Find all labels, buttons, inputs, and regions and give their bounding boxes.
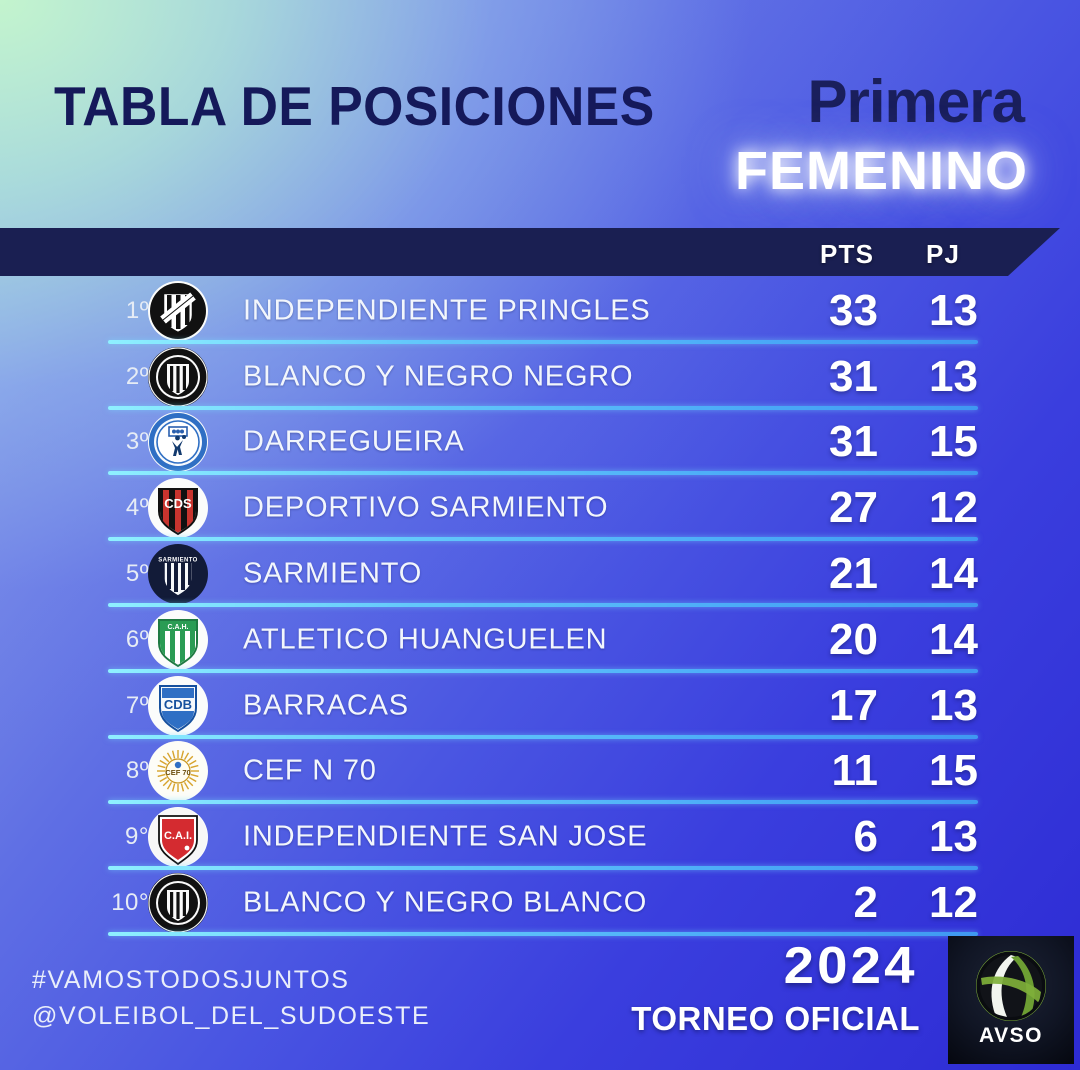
played-value: 13 <box>929 680 978 730</box>
column-header-pj: PJ <box>926 239 961 269</box>
cef-n-70-crest: CEF 70 <box>147 740 209 802</box>
avso-label: AVSO <box>979 1024 1043 1047</box>
team-name: BLANCO Y NEGRO BLANCO <box>243 886 648 919</box>
category-title: Primera <box>807 68 1025 135</box>
rank-label: 4º <box>125 494 149 522</box>
team-name: INDEPENDIENTE SAN JOSE <box>243 820 648 853</box>
year-label: 2024 <box>783 937 918 995</box>
page-title: TABLA DE POSICIONES <box>54 75 655 137</box>
rank-label: 8º <box>125 757 149 785</box>
row-separator <box>108 800 978 805</box>
column-header-bar: PTS PJ <box>0 228 1060 276</box>
played-value: 13 <box>929 285 978 335</box>
played-value: 12 <box>929 878 978 928</box>
team-name: CEF N 70 <box>243 754 377 787</box>
social-handles: #VAMOSTODOSJUNTOS @VOLEIBOL_DEL_SUDOESTE <box>32 962 430 1035</box>
points-value: 31 <box>829 417 878 467</box>
instagram-handle: @VOLEIBOL_DEL_SUDOESTE <box>32 1002 431 1031</box>
rank-label: 2º <box>125 362 149 390</box>
tournament-label: TORNEO OFICIAL <box>631 1000 920 1037</box>
points-value: 2 <box>853 878 878 928</box>
table-row[interactable]: 9° C.A.I. INDEPENDIENTE SAN JOSE 6 13 <box>0 804 1080 871</box>
deportivo-sarmiento-crest: CDS <box>147 477 209 539</box>
played-value: 13 <box>929 351 978 401</box>
row-separator <box>108 339 978 344</box>
column-header-pts: PTS <box>820 239 875 269</box>
hashtag-text: #VAMOSTODOSJUNTOS <box>32 966 350 994</box>
team-name: SARMIENTO <box>243 557 423 590</box>
sarmiento-crest: SARMIENTO <box>147 543 209 605</box>
points-value: 11 <box>831 746 878 796</box>
table-row[interactable]: 6º C.A.H. ATLETICO HUANGUELEN 20 14 <box>0 607 1080 673</box>
rank-label: 5º <box>125 560 149 588</box>
rank-label: 3º <box>125 428 149 456</box>
rank-label: 1º <box>125 296 149 324</box>
table-row[interactable]: 3º DARREGUEIRA 31 15 <box>0 410 1080 476</box>
standings-table: 1º INDEPENDIENTE PRINGLES 33 13 2º BLANCO Y N… <box>0 278 1080 936</box>
svg-text:C.A.I.: C.A.I. <box>164 830 192 842</box>
rank-label: 10° <box>111 889 149 917</box>
atletico-huanguelen-crest: C.A.H. <box>147 609 209 671</box>
played-value: 13 <box>929 812 978 862</box>
team-name: ATLETICO HUANGUELEN <box>243 623 608 656</box>
team-name: DEPORTIVO SARMIENTO <box>243 491 609 524</box>
points-value: 31 <box>829 351 878 401</box>
points-value: 27 <box>829 483 878 533</box>
team-name: DARREGUEIRA <box>243 425 465 458</box>
barracas-crest: CDB <box>147 675 209 737</box>
table-row[interactable]: 7º CDB BARRACAS 17 13 <box>0 673 1080 739</box>
points-value: 17 <box>829 680 878 730</box>
table-row[interactable]: 5º SARMIENTO SARMIENTO 21 14 <box>0 541 1080 607</box>
table-row[interactable]: 1º INDEPENDIENTE PRINGLES 33 13 <box>0 278 1080 344</box>
row-separator <box>108 668 978 673</box>
independiente-pringles-crest <box>147 280 209 342</box>
played-value: 15 <box>929 746 978 796</box>
points-value: 21 <box>829 549 878 599</box>
table-row[interactable]: 4º CDS DEPORTIVO SARMIENTO 27 12 <box>0 475 1080 542</box>
row-separator <box>108 866 978 871</box>
rank-label: 6º <box>125 625 149 653</box>
played-value: 14 <box>929 614 978 664</box>
table-row[interactable]: 2º BLANCO Y NEGRO NEGRO 31 13 <box>0 344 1080 410</box>
points-value: 20 <box>829 614 878 664</box>
played-value: 15 <box>929 417 978 467</box>
table-row[interactable]: 8º CEF 70 CEF N 70 11 15 <box>0 739 1080 805</box>
rank-label: 7º <box>125 691 149 719</box>
points-value: 33 <box>829 285 878 335</box>
avso-logo: AVSO <box>948 936 1074 1064</box>
row-separator <box>108 602 978 607</box>
row-separator <box>108 931 978 936</box>
played-value: 14 <box>929 549 978 599</box>
svg-text:SARMIENTO: SARMIENTO <box>158 558 198 564</box>
svg-text:C.A.H.: C.A.H. <box>168 624 189 631</box>
poster-header: TABLA DE POSICIONES Primera FEMENINO <box>0 0 1080 228</box>
team-name: BARRACAS <box>243 689 409 722</box>
row-separator <box>108 471 978 476</box>
row-separator <box>108 734 978 739</box>
played-value: 12 <box>929 483 978 533</box>
blanco-y-negro-blanco-crest <box>147 872 209 934</box>
rank-label: 9° <box>125 823 149 851</box>
points-value: 6 <box>853 812 878 862</box>
team-name: BLANCO Y NEGRO NEGRO <box>243 360 634 393</box>
division-title: FEMENINO <box>734 141 1028 201</box>
row-separator <box>108 405 978 410</box>
team-name: INDEPENDIENTE PRINGLES <box>243 294 651 327</box>
svg-text:CDB: CDB <box>164 697 192 712</box>
svg-text:CEF 70: CEF 70 <box>165 768 190 777</box>
table-row[interactable]: 10° BLANCO Y NEGRO BLANCO 2 12 <box>0 870 1080 936</box>
svg-text:CDS: CDS <box>164 496 192 511</box>
independiente-san-jose-crest: C.A.I. <box>147 806 209 868</box>
row-separator <box>108 537 978 542</box>
blanco-y-negro-negro-crest <box>147 346 209 408</box>
darregueira-crest <box>147 411 209 473</box>
